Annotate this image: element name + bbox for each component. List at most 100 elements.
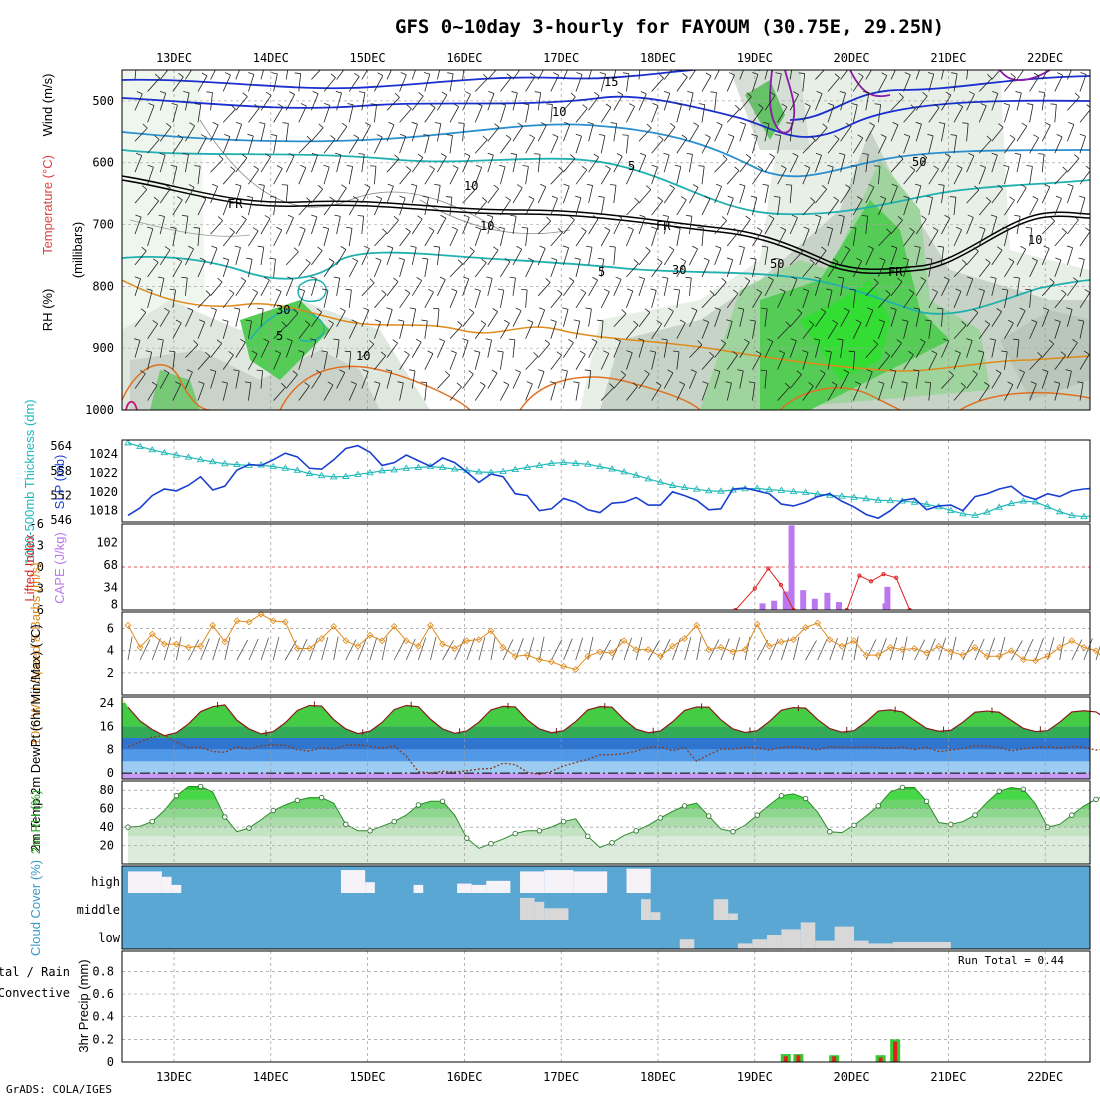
wind-barb-flag: [546, 216, 551, 222]
wind-barb-flag: [1026, 165, 1033, 167]
wind-barb-flag: [224, 133, 231, 137]
wind-barb: [1067, 158, 1080, 173]
cape-tick-label: 34: [104, 581, 118, 595]
wind-barb: [449, 263, 463, 278]
thickness-point: [983, 508, 991, 515]
wind-barb: [386, 342, 398, 358]
wind10m-barb: [478, 637, 486, 661]
wind-barb: [588, 157, 599, 173]
rh-point: [149, 818, 155, 825]
wind-barb: [1079, 170, 1090, 185]
wind10m-point: [572, 666, 580, 673]
wind-barb: [840, 187, 851, 204]
wind-barb: [411, 70, 416, 80]
wind-barb-flag: [365, 122, 371, 126]
wind-barb: [172, 289, 177, 308]
thickness-point: [801, 488, 810, 495]
wind-barb-flag: [737, 369, 744, 372]
contour-line: [122, 149, 1090, 216]
wind-barb-flag: [334, 214, 341, 217]
wind-barb: [323, 261, 335, 278]
wind-barb: [941, 70, 944, 80]
wind-barb: [336, 187, 347, 204]
rh-point: [488, 841, 494, 847]
wind-barb-flag: [626, 350, 633, 353]
rh-point: [560, 818, 567, 825]
wind-barb-flag: [233, 307, 240, 310]
wind-barb: [852, 199, 863, 216]
wind-barb: [134, 312, 147, 327]
wind-barb: [437, 156, 447, 173]
wind-barb: [764, 156, 775, 173]
wind-barb-flag: [902, 319, 909, 322]
wind-barb-flag: [573, 319, 580, 322]
wind-barb: [953, 229, 962, 247]
wind-barb-flag: [756, 288, 762, 293]
thickness-axis-label: 1000-500mb Thickness (dm): [22, 399, 37, 564]
wind-barb-flag: [878, 319, 885, 323]
wind-barb-flag: [778, 350, 785, 354]
wind-barb: [500, 166, 506, 185]
wind-barb: [600, 353, 610, 370]
wind-barb-flag: [775, 72, 782, 75]
wind-barb-flag: [816, 91, 823, 95]
cloud-block: [520, 871, 545, 893]
wind-barb: [437, 123, 442, 142]
wind-barb-flag: [229, 227, 235, 233]
wind-barb: [626, 324, 639, 339]
wind-barb: [411, 280, 423, 297]
wind-barb: [852, 383, 861, 401]
wind-barb: [878, 293, 891, 309]
wind-barb: [815, 278, 821, 296]
wind-barb: [298, 262, 311, 278]
thickness-point: [559, 458, 568, 465]
wind-barb: [1016, 92, 1022, 111]
wind-barb: [474, 352, 481, 370]
wind-barb: [588, 370, 592, 389]
top-date-label: 15DEC: [350, 51, 386, 65]
precip-axis-label: 3hr Precip (mm): [76, 959, 91, 1052]
thickness-point: [584, 460, 592, 467]
wind-barb-flag: [551, 195, 558, 199]
wind10m-barb: [1023, 639, 1034, 661]
wind-barb-flag: [498, 226, 505, 229]
wind-barb: [210, 309, 217, 327]
wind-barb: [500, 77, 512, 92]
wind-barb: [424, 382, 428, 401]
wind-barb: [928, 291, 938, 309]
wind-barb-flag: [880, 195, 886, 200]
wind-barb-flag: [821, 246, 827, 251]
wind-barb: [386, 247, 394, 266]
wind-barb: [827, 105, 835, 123]
wind-barb: [575, 354, 586, 370]
wind-barb-flag: [410, 245, 417, 248]
wind-barb-flag: [733, 227, 739, 233]
wind-barb: [323, 138, 336, 154]
wind10m-point: [584, 652, 592, 660]
wind-barb: [424, 168, 435, 185]
wind-barb: [248, 135, 254, 154]
wind-barb-flag: [605, 165, 611, 170]
wind-barb: [663, 278, 669, 296]
wind-barb: [764, 279, 774, 297]
thickness-point: [160, 448, 169, 456]
wind-barb-flag: [925, 319, 932, 322]
wind-barb-flag: [1003, 103, 1010, 106]
wind-barb-flag: [661, 338, 668, 341]
wind-barb: [802, 290, 810, 308]
wind-barb: [185, 344, 199, 358]
wind-barb-flag: [398, 257, 405, 260]
cloud-block: [728, 913, 738, 920]
wind-barb-flag: [1012, 338, 1019, 341]
cloud-frame: [121, 865, 1091, 950]
wind-barb: [1054, 259, 1062, 278]
top-date-labels: 13DEC 14DEC 15DEC 16DEC 17DEC 18DEC 19DEC 20DEC…: [156, 51, 1063, 65]
wind-barb: [575, 321, 581, 339]
wind-barb: [197, 260, 206, 278]
wind-barb: [1004, 351, 1008, 370]
wind-barb: [285, 94, 296, 111]
wind-barb: [1016, 70, 1025, 80]
wind-barb-flag: [662, 214, 669, 217]
wind-barb: [449, 73, 454, 92]
wind-barb: [336, 70, 345, 80]
